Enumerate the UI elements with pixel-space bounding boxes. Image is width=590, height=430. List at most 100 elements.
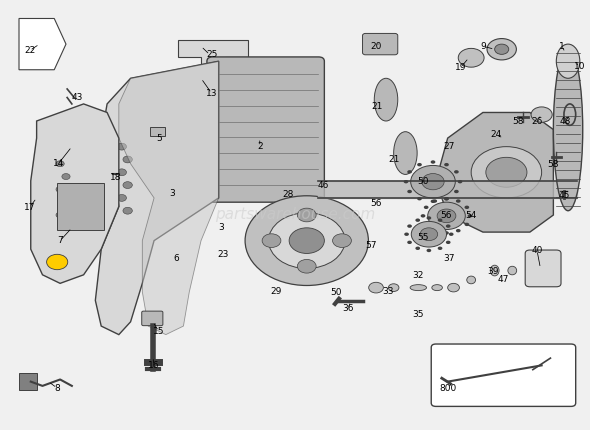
Circle shape xyxy=(415,218,420,222)
Circle shape xyxy=(464,223,469,226)
Ellipse shape xyxy=(556,44,580,78)
Circle shape xyxy=(56,212,64,218)
Ellipse shape xyxy=(394,132,417,175)
Text: 56: 56 xyxy=(441,212,453,220)
Text: 3: 3 xyxy=(169,189,175,198)
Circle shape xyxy=(437,209,456,223)
Text: 37: 37 xyxy=(443,254,455,263)
Text: 7: 7 xyxy=(57,236,63,245)
Ellipse shape xyxy=(432,285,442,291)
Circle shape xyxy=(417,197,422,200)
Circle shape xyxy=(262,234,281,248)
Text: 22: 22 xyxy=(24,46,35,55)
Text: 28: 28 xyxy=(282,190,294,199)
Circle shape xyxy=(431,160,435,164)
Text: 57: 57 xyxy=(366,241,377,250)
Circle shape xyxy=(424,206,428,209)
FancyBboxPatch shape xyxy=(525,250,561,287)
Circle shape xyxy=(444,197,449,200)
Text: 55: 55 xyxy=(417,233,429,242)
Polygon shape xyxy=(31,104,119,283)
Text: 20: 20 xyxy=(371,42,382,51)
Circle shape xyxy=(449,233,454,236)
Circle shape xyxy=(333,234,352,248)
Text: 40: 40 xyxy=(531,246,543,255)
Text: 27: 27 xyxy=(443,142,454,151)
Circle shape xyxy=(444,163,449,166)
Text: 47: 47 xyxy=(498,276,509,284)
Circle shape xyxy=(404,233,409,236)
Polygon shape xyxy=(19,373,37,390)
Polygon shape xyxy=(119,61,219,335)
Circle shape xyxy=(297,259,316,273)
Text: 6: 6 xyxy=(173,254,179,263)
Text: 58: 58 xyxy=(512,117,524,126)
Text: 33: 33 xyxy=(382,287,394,296)
Text: 21: 21 xyxy=(388,155,399,164)
Text: 2: 2 xyxy=(257,142,263,151)
Circle shape xyxy=(432,200,437,203)
Text: 24: 24 xyxy=(490,130,502,139)
FancyBboxPatch shape xyxy=(362,34,398,55)
Circle shape xyxy=(411,221,447,247)
Circle shape xyxy=(417,163,422,166)
Circle shape xyxy=(62,174,70,180)
Circle shape xyxy=(407,224,412,228)
Ellipse shape xyxy=(374,78,398,121)
Circle shape xyxy=(446,241,451,244)
Circle shape xyxy=(411,166,455,198)
Text: 8: 8 xyxy=(54,384,60,393)
Ellipse shape xyxy=(410,285,427,291)
Circle shape xyxy=(444,197,449,200)
Circle shape xyxy=(123,156,132,163)
Text: 35: 35 xyxy=(412,310,424,319)
Text: 18: 18 xyxy=(110,173,122,182)
Circle shape xyxy=(464,206,469,209)
Text: 23: 23 xyxy=(218,250,229,259)
Circle shape xyxy=(432,229,437,232)
Circle shape xyxy=(471,147,542,198)
Text: 15: 15 xyxy=(153,327,165,336)
Text: 48: 48 xyxy=(559,117,571,126)
Ellipse shape xyxy=(490,265,499,276)
Text: 5: 5 xyxy=(156,134,162,143)
Text: 1: 1 xyxy=(559,42,565,51)
Circle shape xyxy=(454,190,459,193)
Circle shape xyxy=(297,208,316,222)
Circle shape xyxy=(431,200,435,203)
Ellipse shape xyxy=(553,49,583,211)
Circle shape xyxy=(415,246,420,250)
Text: 54: 54 xyxy=(466,212,477,220)
Circle shape xyxy=(428,202,466,230)
Ellipse shape xyxy=(388,284,399,292)
Circle shape xyxy=(438,218,442,222)
FancyBboxPatch shape xyxy=(142,311,163,326)
FancyBboxPatch shape xyxy=(150,127,165,136)
Circle shape xyxy=(123,207,132,214)
Circle shape xyxy=(268,213,345,268)
Circle shape xyxy=(468,214,473,218)
Ellipse shape xyxy=(508,266,517,275)
Circle shape xyxy=(421,214,425,218)
Circle shape xyxy=(404,180,408,183)
Ellipse shape xyxy=(448,283,460,292)
Polygon shape xyxy=(178,40,248,70)
Circle shape xyxy=(494,44,509,54)
Circle shape xyxy=(62,225,70,231)
Text: 16: 16 xyxy=(148,361,160,370)
Circle shape xyxy=(458,49,484,67)
Text: 46: 46 xyxy=(317,181,329,190)
Ellipse shape xyxy=(467,276,476,284)
Text: 17: 17 xyxy=(24,203,35,212)
Text: 800: 800 xyxy=(439,384,456,393)
Text: 50: 50 xyxy=(330,288,342,297)
Text: 21: 21 xyxy=(372,101,383,111)
Circle shape xyxy=(427,249,431,252)
Circle shape xyxy=(458,180,463,183)
Text: 13: 13 xyxy=(206,89,217,98)
Circle shape xyxy=(62,199,70,205)
Text: 56: 56 xyxy=(371,199,382,208)
Circle shape xyxy=(47,254,68,270)
Circle shape xyxy=(427,216,431,220)
Text: 26: 26 xyxy=(531,117,543,126)
